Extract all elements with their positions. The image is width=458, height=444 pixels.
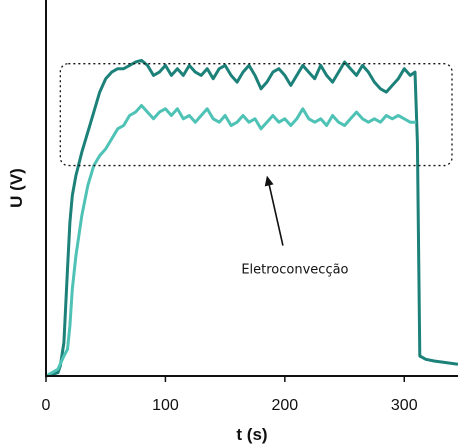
x-tick-label: 200 bbox=[271, 397, 298, 414]
plot-area: Eletroconvecção bbox=[45, 58, 458, 378]
x-tick-label: 300 bbox=[391, 397, 418, 414]
annotation-region-box bbox=[59, 63, 453, 167]
x-axis-ticks: 0 100 200 300 bbox=[42, 376, 418, 414]
series-line-1 bbox=[45, 58, 458, 378]
x-tick-label: 0 bbox=[42, 397, 51, 414]
x-tick-label: 100 bbox=[152, 397, 179, 414]
annotation-arrowhead bbox=[264, 175, 274, 187]
annotation-arrow bbox=[268, 183, 284, 246]
y-axis-title: U (V) bbox=[7, 168, 26, 208]
annotation-label: Eletroconvecção bbox=[241, 263, 348, 278]
x-axis-title: t (s) bbox=[236, 425, 267, 444]
series-line-2 bbox=[45, 104, 417, 378]
